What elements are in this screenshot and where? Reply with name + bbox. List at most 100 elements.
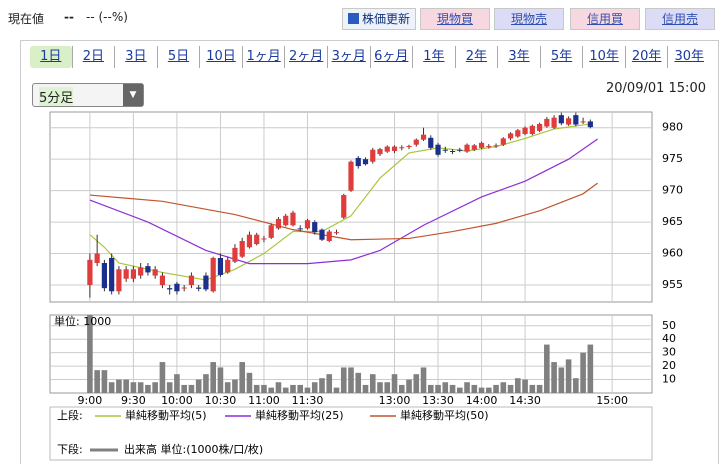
candle-body [167, 288, 173, 290]
period-tab[interactable]: 5日 [156, 46, 200, 68]
legend-box [49, 406, 653, 461]
y-tick-label: 975 [662, 152, 683, 165]
x-tick-label: 14:30 [509, 394, 541, 407]
candle-body [333, 232, 340, 234]
volume-bar [544, 344, 550, 393]
candle-body [319, 229, 325, 240]
candle-body [217, 257, 224, 275]
volume-bar [275, 382, 282, 393]
interval-dropdown[interactable]: 5分足 ▼ [32, 83, 144, 107]
candle-body [341, 195, 347, 218]
period-tab[interactable]: 20年 [624, 46, 668, 68]
volume-bar [239, 362, 246, 393]
legend-label: 単純移動平均(50) [400, 408, 489, 422]
volume-bar [522, 379, 528, 393]
y-tick-label: 980 [662, 121, 683, 134]
period-tab[interactable]: 1日 [30, 46, 72, 68]
candle-body [420, 134, 427, 140]
period-tab[interactable]: 10年 [582, 46, 625, 68]
y-tick-label: 20 [662, 359, 676, 372]
candle-body [399, 147, 405, 149]
candle-body [370, 149, 376, 162]
period-tab[interactable]: 3ヶ月 [326, 46, 370, 68]
period-tab[interactable]: 3日 [114, 46, 157, 68]
period-tab[interactable]: 30年 [667, 46, 710, 68]
volume-bar [319, 378, 325, 393]
candle-body [304, 220, 311, 229]
period-tabs: 1日 2日 3日 5日 10日 1ヶ月 2ヶ月 3ヶ月 6ヶ月 1年 2年 3年 5年 10年 20年 30年 [30, 46, 710, 68]
candle-body [442, 149, 448, 151]
volume-bar [507, 384, 514, 393]
x-tick-label: 15:00 [596, 394, 628, 407]
candle-body [188, 275, 195, 286]
volume-bar [377, 382, 383, 393]
volume-bar [515, 378, 521, 393]
candle-body [174, 283, 180, 292]
candle-body [529, 125, 535, 135]
period-tab[interactable]: 6ヶ月 [369, 46, 413, 68]
candle-body [464, 144, 470, 152]
candle-body [87, 259, 93, 286]
candle-body [116, 269, 122, 292]
volume-bar [435, 384, 441, 393]
period-tab[interactable]: 10日 [199, 46, 242, 68]
candle-body [500, 138, 506, 145]
volume-bar [580, 352, 586, 393]
volume-bar [587, 344, 594, 393]
volume-bar [333, 387, 340, 393]
candle-body [268, 225, 274, 238]
period-tab[interactable]: 1ヶ月 [241, 46, 285, 68]
volume-bar [101, 370, 108, 393]
period-tab[interactable]: 2年 [454, 46, 498, 68]
volume-bar [246, 372, 253, 393]
moving-average-line [89, 138, 598, 265]
candle-body [123, 269, 129, 279]
volume-bar [551, 362, 557, 393]
volume-bar [210, 362, 216, 393]
volume-bar [355, 372, 362, 393]
x-tick-label: 14:00 [466, 394, 498, 407]
y-tick-label: 970 [662, 184, 683, 197]
buy-button[interactable]: 現物買 [420, 8, 490, 30]
candle-body [225, 259, 231, 273]
price-label: 現在値 [8, 12, 45, 26]
margin-sell-button[interactable]: 信用売 [645, 8, 715, 30]
volume-bar [232, 379, 238, 393]
period-tab[interactable]: 1年 [412, 46, 455, 68]
candle-body [232, 247, 238, 262]
candle-body [326, 231, 332, 241]
refresh-button[interactable]: 株価更新 [342, 8, 416, 30]
margin-buy-button[interactable]: 信用買 [570, 8, 640, 30]
volume-bar [181, 384, 187, 393]
volume-bar [311, 382, 318, 393]
chart-frame [20, 40, 719, 464]
candle-body [181, 287, 187, 289]
candle-body [478, 142, 485, 148]
candle-body [457, 149, 463, 151]
candle-body [101, 262, 107, 289]
period-tab[interactable]: 2ヶ月 [284, 46, 327, 68]
period-tab[interactable]: 3年 [497, 46, 540, 68]
volume-bar [340, 367, 347, 393]
x-tick-label: 9:30 [121, 394, 146, 407]
volume-bars [87, 315, 594, 393]
volume-bar [384, 382, 391, 393]
candle-body [312, 222, 318, 233]
x-tick-label: 11:30 [292, 394, 324, 407]
period-tab[interactable]: 5年 [539, 46, 583, 68]
sell-button[interactable]: 現物売 [494, 8, 564, 30]
candle-body [283, 215, 289, 226]
volume-bar [391, 374, 398, 393]
volume-unit: 単位: 1000 [54, 314, 111, 328]
volume-bar [573, 378, 579, 393]
candle-body [428, 137, 434, 148]
candle-body [261, 238, 267, 240]
volume-bar [123, 379, 129, 393]
legend-label: 単純移動平均(25) [255, 408, 344, 422]
candle-body [536, 123, 543, 131]
candle-body [391, 146, 398, 152]
candle-body [94, 253, 100, 263]
volume-bar [137, 382, 144, 393]
period-tab[interactable]: 2日 [71, 46, 115, 68]
